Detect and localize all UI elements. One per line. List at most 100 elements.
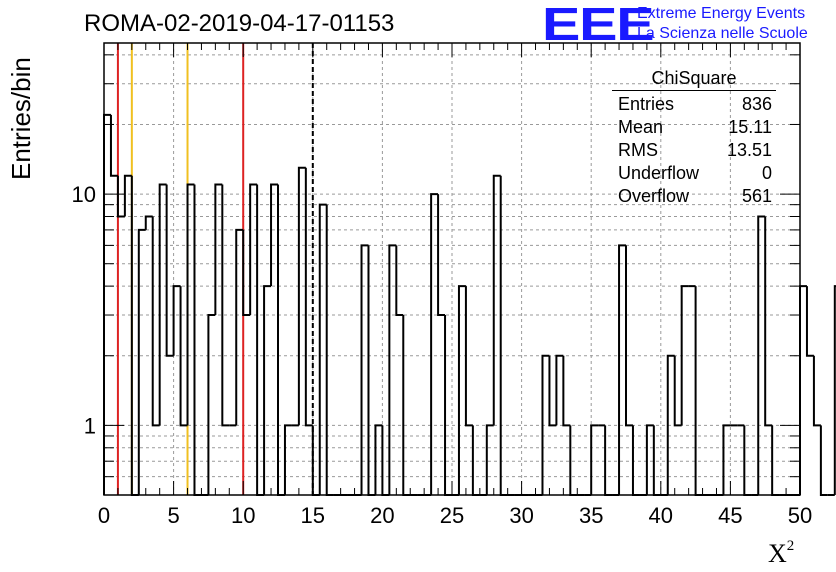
histogram-bin — [144, 215, 153, 230]
histogram-bin — [562, 355, 571, 427]
histogram-bin — [457, 285, 466, 495]
logo-caption-line2: La Scienza nelle Scuole — [637, 25, 808, 42]
stats-row: RMS 13.51 — [612, 139, 776, 162]
histogram-bin — [555, 354, 564, 426]
histogram-bin — [666, 354, 675, 495]
x-axis-label: X2 — [768, 538, 794, 569]
histogram-bin — [256, 184, 265, 496]
histogram-bin — [221, 184, 230, 427]
y-tick-label: 10 — [72, 182, 96, 207]
y-tick-label: 1 — [84, 413, 96, 438]
logo-caption: Extreme Energy Events La Scienza nelle S… — [637, 4, 808, 44]
x-tick-label: 25 — [440, 503, 464, 528]
histogram-bin — [367, 245, 376, 496]
stats-label: RMS — [618, 140, 658, 160]
eee-logo: EEE — [542, 0, 655, 50]
histogram-bin — [360, 244, 369, 495]
stats-row: Entries 836 — [612, 93, 776, 116]
y-axis-label: Entries/bin — [6, 57, 36, 180]
histogram-bin — [541, 354, 550, 495]
x-tick-label: 5 — [167, 503, 179, 528]
histogram-bin — [151, 216, 160, 427]
histogram-bin — [277, 184, 285, 496]
histogram-bin — [645, 424, 654, 495]
x-tick-label: 35 — [579, 503, 603, 528]
histogram-bin — [325, 204, 334, 496]
stats-label: Overflow — [618, 186, 690, 206]
histogram-bin — [214, 183, 223, 316]
histogram-bin — [283, 424, 292, 495]
stats-row: Overflow 561 — [612, 185, 776, 208]
stats-value: 836 — [741, 94, 772, 114]
histogram-bin — [388, 244, 397, 495]
x-tick-label: 0 — [98, 503, 110, 528]
histogram-bin — [235, 228, 244, 426]
x-tick-label: 30 — [509, 503, 533, 528]
histogram-bin — [464, 286, 473, 427]
histogram-bin — [694, 286, 703, 496]
histogram-bin — [374, 424, 383, 495]
x-tick-label: 45 — [718, 503, 742, 528]
x-axis-label-base: X — [768, 539, 787, 568]
histogram-bin — [812, 355, 821, 427]
x-tick-label: 15 — [301, 503, 325, 528]
chart-title: ROMA-02-2019-04-17-01153 — [84, 10, 395, 37]
x-tick-label: 20 — [370, 503, 394, 528]
x-tick-label: 10 — [231, 503, 255, 528]
histogram-bin — [618, 244, 626, 495]
stats-label: Mean — [618, 117, 664, 137]
stats-row: Mean 15.11 — [612, 116, 776, 139]
histogram-bin — [318, 203, 327, 495]
histogram-bin — [492, 174, 501, 426]
histogram-bin — [116, 175, 125, 218]
histogram-bin — [819, 425, 828, 496]
histogram-bin — [757, 215, 766, 495]
histogram-bin — [444, 315, 452, 496]
x-axis-label-superscript: 2 — [786, 538, 795, 554]
histogram-bin — [297, 166, 306, 426]
x-tick-label: 40 — [649, 503, 673, 528]
histogram-bin — [172, 285, 181, 356]
stats-title: ChiSquare — [612, 68, 776, 91]
histogram-bin — [833, 285, 836, 495]
histogram-bin — [485, 424, 494, 495]
stats-value: 561 — [741, 186, 772, 206]
histogram-bin — [590, 424, 599, 495]
histogram-bin — [123, 174, 132, 217]
histogram-bin — [722, 424, 731, 495]
histogram-bin — [430, 193, 439, 495]
histogram-bin — [805, 286, 814, 357]
histogram-bin — [270, 183, 278, 287]
histogram-bin — [249, 183, 258, 316]
histogram-bin — [437, 194, 446, 317]
histogram-bin — [130, 175, 139, 496]
stats-row: Underflow 0 — [612, 162, 776, 185]
histogram-bin — [109, 114, 118, 177]
logo-caption-line1: Extreme Energy Events — [637, 5, 806, 22]
x-tick-label: 50 — [788, 503, 812, 528]
histogram-bin — [186, 183, 195, 426]
stats-box: ChiSquare Entries 836 Mean 15.11 RMS 13.51 … — [612, 68, 776, 208]
histogram-bin — [499, 175, 508, 496]
stats-value: 0 — [761, 163, 772, 183]
histogram-bin — [799, 285, 807, 495]
stats-value: 13.51 — [726, 140, 772, 160]
stats-value: 15.11 — [728, 117, 772, 137]
axis-ticks — [103, 43, 801, 495]
histogram-bin — [680, 285, 689, 426]
stats-label: Underflow — [618, 163, 700, 183]
histogram-bin — [402, 315, 411, 496]
histogram-bin — [625, 245, 633, 427]
histogram-bin — [137, 228, 146, 495]
histogram-bin — [165, 184, 174, 357]
stats-label: Entries — [618, 94, 675, 114]
histogram-bin — [548, 355, 557, 427]
tick-labels: 0 5 10 15 20 25 30 35 40 45 50 1 10 — [72, 182, 813, 528]
histogram-bin — [158, 183, 167, 426]
histogram-bin — [304, 167, 313, 427]
histogram-bin — [263, 285, 272, 495]
histogram-bin — [179, 286, 188, 427]
histogram-bin — [764, 216, 773, 427]
histogram-bin — [395, 245, 404, 317]
